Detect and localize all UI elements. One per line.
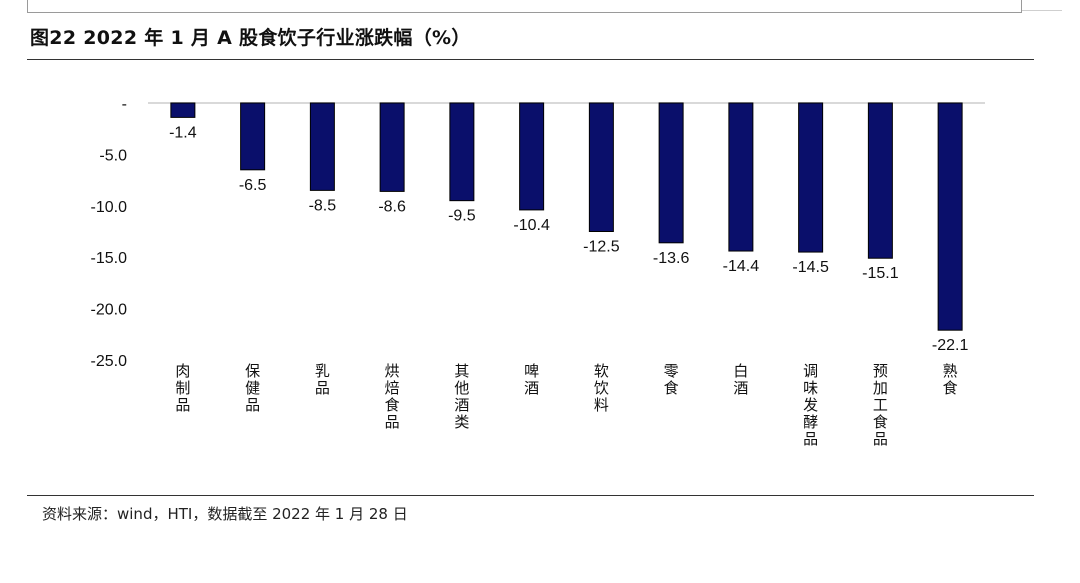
data-label: -12.5	[583, 239, 620, 256]
bar-chart: - -5.0 -10.0 -15.0 -20.0 -25.0 -1.4 -6.5 -8.5 -8…	[91, 96, 985, 448]
category-label-char: 加	[873, 379, 888, 397]
category-label-char: 工	[873, 396, 888, 414]
data-label: -1.4	[169, 124, 197, 141]
bar	[309, 102, 335, 191]
bar	[937, 102, 963, 331]
category-label-char: 他	[454, 379, 469, 397]
data-label: -15.1	[862, 265, 899, 282]
category-label-char: 食	[385, 396, 400, 414]
category-label-char: 品	[245, 396, 260, 414]
category-label-char: 焙	[385, 379, 400, 397]
category-label: 啤酒	[524, 362, 539, 397]
y-axis: - -5.0 -10.0 -15.0 -20.0 -25.0	[91, 96, 128, 370]
category-label: 软饮料	[594, 362, 609, 414]
category-label-char: 品	[175, 396, 190, 414]
bar	[170, 102, 196, 118]
y-tick-label: -25.0	[91, 353, 128, 370]
y-tick-label: -	[122, 96, 127, 113]
data-label: -14.5	[792, 259, 829, 276]
bar	[798, 102, 824, 253]
data-label: -22.1	[932, 337, 969, 354]
category-label-char: 料	[594, 396, 609, 414]
source-rule	[27, 495, 1034, 496]
category-label-char: 肉	[175, 362, 190, 380]
data-label: -9.5	[448, 208, 476, 225]
category-label-char: 味	[803, 379, 818, 397]
y-tick-label: -20.0	[91, 302, 128, 319]
category-label-char: 调	[803, 362, 818, 380]
y-tick-label: -10.0	[91, 199, 128, 216]
bar	[449, 102, 475, 202]
category-label-char: 软	[594, 362, 609, 380]
title-rule	[27, 59, 1034, 60]
category-label-char: 品	[315, 379, 330, 397]
source-note: 资料来源：wind，HTI，数据截至 2022 年 1 月 28 日	[42, 505, 408, 523]
bar	[728, 102, 754, 252]
category-label-char: 制	[175, 379, 190, 397]
y-tick-label: -15.0	[91, 250, 128, 267]
category-label-char: 品	[873, 430, 888, 448]
category-label-char: 品	[385, 413, 400, 431]
category-label-char: 保	[245, 362, 260, 380]
top-frame-tick	[1022, 10, 1062, 11]
category-label-char: 乳	[315, 362, 330, 380]
category-label: 保健品	[245, 362, 260, 414]
bar	[519, 102, 545, 211]
category-label: 肉制品	[175, 362, 190, 414]
category-label-char: 其	[454, 362, 469, 380]
data-label: -14.4	[723, 258, 760, 275]
category-label-char: 饮	[594, 379, 609, 397]
category-label-char: 食	[664, 379, 679, 397]
category-label-char: 烘	[385, 362, 400, 380]
category-label-char: 类	[454, 413, 469, 431]
data-label: -8.6	[378, 198, 406, 215]
bar	[240, 102, 266, 171]
category-label-char: 零	[664, 362, 679, 380]
category-label-char: 酵	[803, 413, 818, 431]
category-label-char: 啤	[524, 362, 539, 380]
category-label-char: 食	[943, 379, 958, 397]
y-tick-label: -5.0	[99, 147, 127, 164]
category-label-char: 熟	[943, 362, 958, 380]
category-label: 白酒	[733, 362, 748, 397]
bar	[379, 102, 405, 192]
category-label-char: 发	[803, 396, 818, 414]
data-label: -13.6	[653, 250, 690, 267]
top-frame	[27, 0, 1022, 13]
bar	[658, 102, 684, 244]
category-label: 乳品	[315, 362, 330, 397]
category-label-char: 酒	[524, 379, 539, 397]
category-label: 熟食	[943, 362, 958, 397]
data-label: -8.5	[309, 197, 337, 214]
category-label-char: 白	[733, 362, 748, 380]
category-label-char: 健	[245, 379, 260, 397]
bar	[867, 102, 893, 259]
category-label: 零食	[664, 362, 679, 397]
category-label-char: 食	[873, 413, 888, 431]
data-label: -6.5	[239, 177, 267, 194]
category-label-char: 酒	[733, 379, 748, 397]
category-label-char: 预	[873, 362, 888, 380]
category-label-char: 品	[803, 430, 818, 448]
figure-title: 图22 2022 年 1 月 A 股食饮子行业涨跌幅（%）	[30, 27, 471, 49]
plot-area: -1.4 -6.5 -8.5 -8.6 -9.5 -10.4 -12.5 -13.6 -14.4…	[148, 102, 985, 354]
data-label: -10.4	[513, 217, 550, 234]
bar	[588, 102, 614, 232]
category-label-char: 酒	[454, 396, 469, 414]
